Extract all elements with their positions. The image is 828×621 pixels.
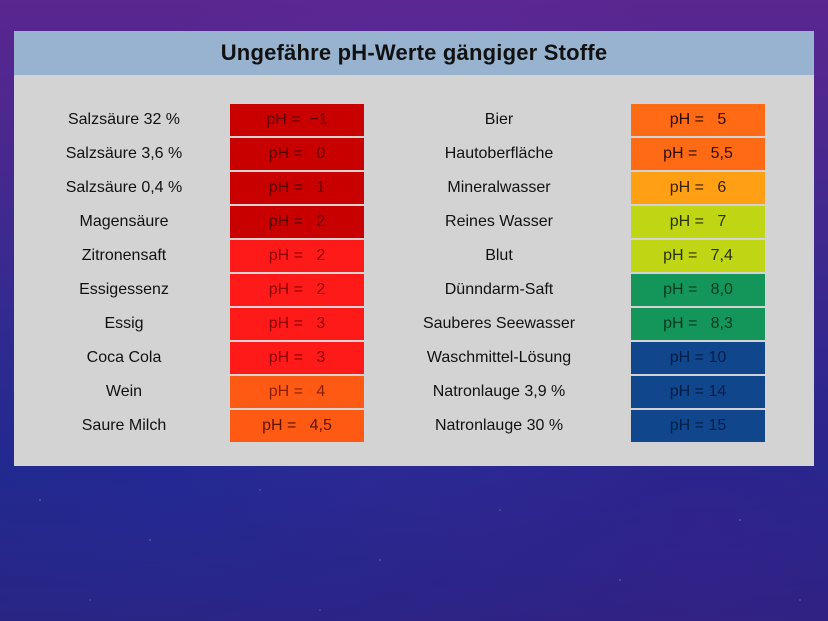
ph-value-cell: pH = 0 bbox=[230, 138, 364, 170]
ph-value-cell: pH = 7,4 bbox=[631, 240, 765, 272]
substance-name: Dünndarm-Saft bbox=[444, 281, 554, 298]
ph-value-cell: pH = 4,5 bbox=[230, 410, 364, 442]
ph-value-cell: pH = 6 bbox=[631, 172, 765, 204]
substance-name: Essigessenz bbox=[79, 281, 169, 298]
table-row: Salzsäure 0,4 % pH = 1 Mineralwasser pH = 6 bbox=[14, 172, 814, 206]
table-row: Wein pH = 4 Natronlauge 3,9 % pH = 14 bbox=[14, 376, 814, 410]
substance-name: Salzsäure 32 % bbox=[67, 111, 181, 128]
substance-name: Essig bbox=[104, 315, 144, 332]
substance-name: Wein bbox=[105, 383, 143, 400]
substance-name: Magensäure bbox=[79, 213, 169, 230]
ph-value-cell: pH = 3 bbox=[230, 342, 364, 374]
ph-value-cell: pH = 10 bbox=[631, 342, 765, 374]
ph-value-cell: pH = 2 bbox=[230, 206, 364, 238]
substance-name: Zitronensaft bbox=[81, 247, 167, 264]
ph-value-cell: pH = 3 bbox=[230, 308, 364, 340]
ph-value-cell: pH = 1 bbox=[230, 172, 364, 204]
substance-name: Coca Cola bbox=[86, 349, 162, 366]
ph-value-cell: pH = 7 bbox=[631, 206, 765, 238]
substance-name: Salzsäure 0,4 % bbox=[65, 179, 183, 196]
ph-value-cell: pH = 5,5 bbox=[631, 138, 765, 170]
substance-name: Saure Milch bbox=[81, 417, 167, 434]
substance-name: Bier bbox=[484, 111, 514, 128]
table-row: Essig pH = 3 Sauberes Seewasser pH = 8,3 bbox=[14, 308, 814, 342]
table-row: Zitronensaft pH = 2 Blut pH = 7,4 bbox=[14, 240, 814, 274]
substance-name: Sauberes Seewasser bbox=[422, 315, 576, 332]
table-row: Saure Milch pH = 4,5 Natronlauge 30 % pH = … bbox=[14, 410, 814, 444]
ph-rows: Salzsäure 32 % pH = −1 Bier pH = 5 Salzsäure… bbox=[14, 104, 814, 444]
ph-value-cell: pH = 15 bbox=[631, 410, 765, 442]
substance-name: Salzsäure 3,6 % bbox=[65, 145, 183, 162]
substance-name: Blut bbox=[485, 247, 513, 264]
ph-value-cell: pH = 2 bbox=[230, 240, 364, 272]
ph-value-cell: pH = 5 bbox=[631, 104, 765, 136]
substance-name: Waschmittel-Lösung bbox=[426, 349, 572, 366]
ph-value-cell: pH = −1 bbox=[230, 104, 364, 136]
table-row: Essigessenz pH = 2 Dünndarm-Saft pH = 8,0 bbox=[14, 274, 814, 308]
ph-value-cell: pH = 8,3 bbox=[631, 308, 765, 340]
substance-name: Hautoberfläche bbox=[444, 145, 554, 162]
ph-value-cell: pH = 2 bbox=[230, 274, 364, 306]
substance-name: Reines Wasser bbox=[445, 213, 553, 230]
ph-value-cell: pH = 4 bbox=[230, 376, 364, 408]
ph-value-cell: pH = 8,0 bbox=[631, 274, 765, 306]
ph-table-panel: Ungefähre pH-Werte gängiger Stoffe Salzs… bbox=[14, 31, 814, 466]
ph-value-cell: pH = 14 bbox=[631, 376, 765, 408]
substance-name: Natronlauge 30 % bbox=[434, 417, 564, 434]
table-row: Salzsäure 32 % pH = −1 Bier pH = 5 bbox=[14, 104, 814, 138]
table-row: Salzsäure 3,6 % pH = 0 Hautoberfläche pH = … bbox=[14, 138, 814, 172]
table-row: Coca Cola pH = 3 Waschmittel-Lösung pH = 10 bbox=[14, 342, 814, 376]
substance-name: Mineralwasser bbox=[447, 179, 551, 196]
table-row: Magensäure pH = 2 Reines Wasser pH = 7 bbox=[14, 206, 814, 240]
panel-header: Ungefähre pH-Werte gängiger Stoffe bbox=[14, 31, 814, 75]
page-title: Ungefähre pH-Werte gängiger Stoffe bbox=[220, 40, 608, 65]
substance-name: Natronlauge 3,9 % bbox=[432, 383, 566, 400]
